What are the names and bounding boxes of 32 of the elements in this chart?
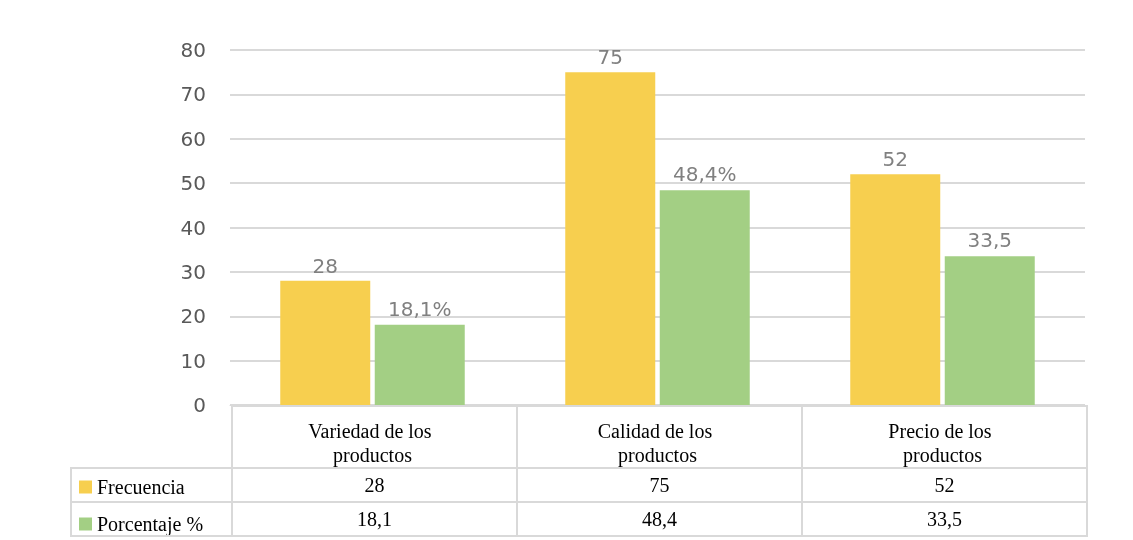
y-tick-label: 80 [180,38,206,62]
data-label: 48,4 [517,502,802,536]
y-tick-label: 70 [180,82,206,107]
annotation: 33,5 [967,228,1013,253]
legend-label: Porcentaje % [97,513,204,536]
data-label: 33,5 [802,502,1087,536]
bar [850,174,941,405]
data-label: 28 [232,468,517,502]
y-tick-label: 50 [180,171,206,196]
text: 52 [882,147,908,172]
y-tick-label: 20 [180,304,206,329]
data-label: 52 [802,468,1087,502]
y-tick-label: 40 [180,215,206,240]
y-tick-label: 10 [180,348,206,373]
y-tick-label: 0 [193,393,206,417]
y-tick-label: 60 [180,126,206,151]
annotation: 18,1% [387,296,452,321]
legend-label: Frecuencia [97,476,185,498]
text: 75 [597,45,623,70]
bar [565,72,656,405]
text: 28 [312,253,338,278]
y-tick-label: 30 [180,259,206,284]
data-label: 75 [517,468,802,502]
x-tick-label: Variedad de los productos [308,420,437,467]
bar [659,190,750,405]
bar [374,324,465,405]
annotation: 48,4% [672,162,737,187]
x-tick-label: Calidad de los productos [597,420,718,467]
bar [280,280,371,405]
data-label: 18,1 [232,502,517,536]
x-tick-label: Precio de los productos [888,420,997,467]
bar [944,256,1035,405]
